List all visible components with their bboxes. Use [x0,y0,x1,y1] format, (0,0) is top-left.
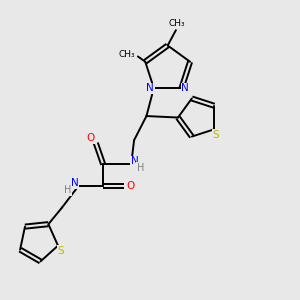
Text: O: O [127,182,135,191]
Text: N: N [71,178,79,188]
Text: S: S [57,246,64,256]
Text: H: H [64,185,71,195]
Text: S: S [212,130,219,140]
Text: N: N [131,156,139,167]
Text: H: H [137,163,144,173]
Text: CH₃: CH₃ [168,19,185,28]
Text: CH₃: CH₃ [118,50,135,59]
Text: N: N [146,83,154,93]
Text: O: O [86,133,94,143]
Text: N: N [181,83,189,93]
